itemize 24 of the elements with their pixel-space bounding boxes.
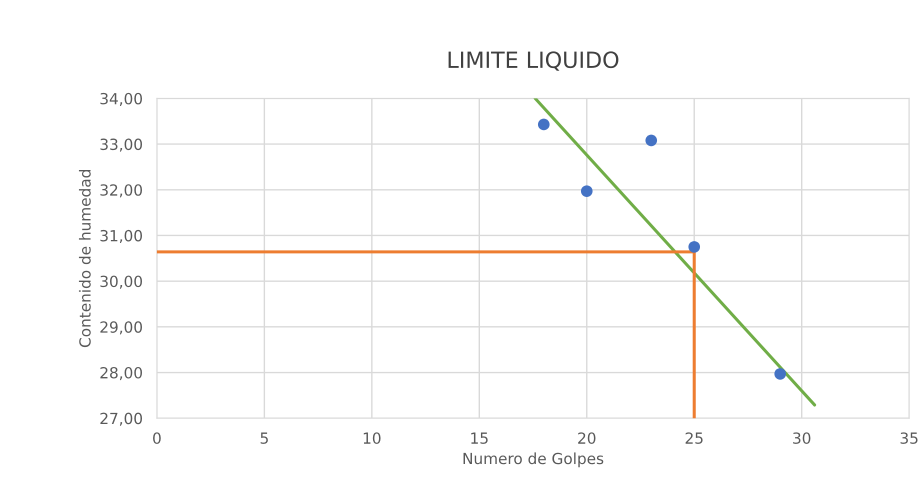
x-tick-label: 20 <box>578 432 596 444</box>
x-axis-title: Numero de Golpes <box>464 452 604 468</box>
y-tick-label: 33,00 <box>100 138 142 152</box>
y-tick-label: 27,00 <box>100 412 142 426</box>
point <box>688 241 700 253</box>
y-axis-title: Contenido de humedad <box>78 170 91 348</box>
y-tick-label: 31,00 <box>100 230 142 244</box>
point <box>538 118 550 130</box>
y-tick-label: 32,00 <box>100 184 142 198</box>
y-tick-label: 28,00 <box>100 366 142 380</box>
point <box>580 185 593 197</box>
x-tick-label: 0 <box>153 432 161 444</box>
y-tick-label: 29,00 <box>100 321 142 334</box>
x-tick-label: 10 <box>364 432 381 444</box>
y-tick-label: 30,00 <box>100 276 142 289</box>
x-tick-label: 35 <box>900 432 918 444</box>
x-tick-label: 15 <box>471 432 488 444</box>
x-tick-label: 25 <box>686 432 703 444</box>
chart-title: LIMITE LIQUIDO <box>448 51 618 71</box>
x-tick-label: 5 <box>260 432 268 444</box>
y-tick-label: 34,00 <box>100 92 142 106</box>
x-tick-label: 30 <box>793 432 810 444</box>
point <box>774 368 786 380</box>
point <box>645 134 658 146</box>
